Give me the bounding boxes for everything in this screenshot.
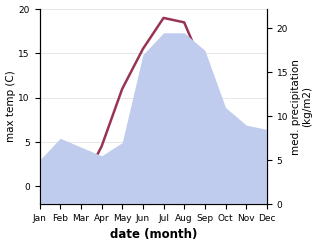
Y-axis label: med. precipitation
(kg/m2): med. precipitation (kg/m2) [291, 59, 313, 155]
Y-axis label: max temp (C): max temp (C) [5, 71, 16, 143]
X-axis label: date (month): date (month) [109, 228, 197, 242]
